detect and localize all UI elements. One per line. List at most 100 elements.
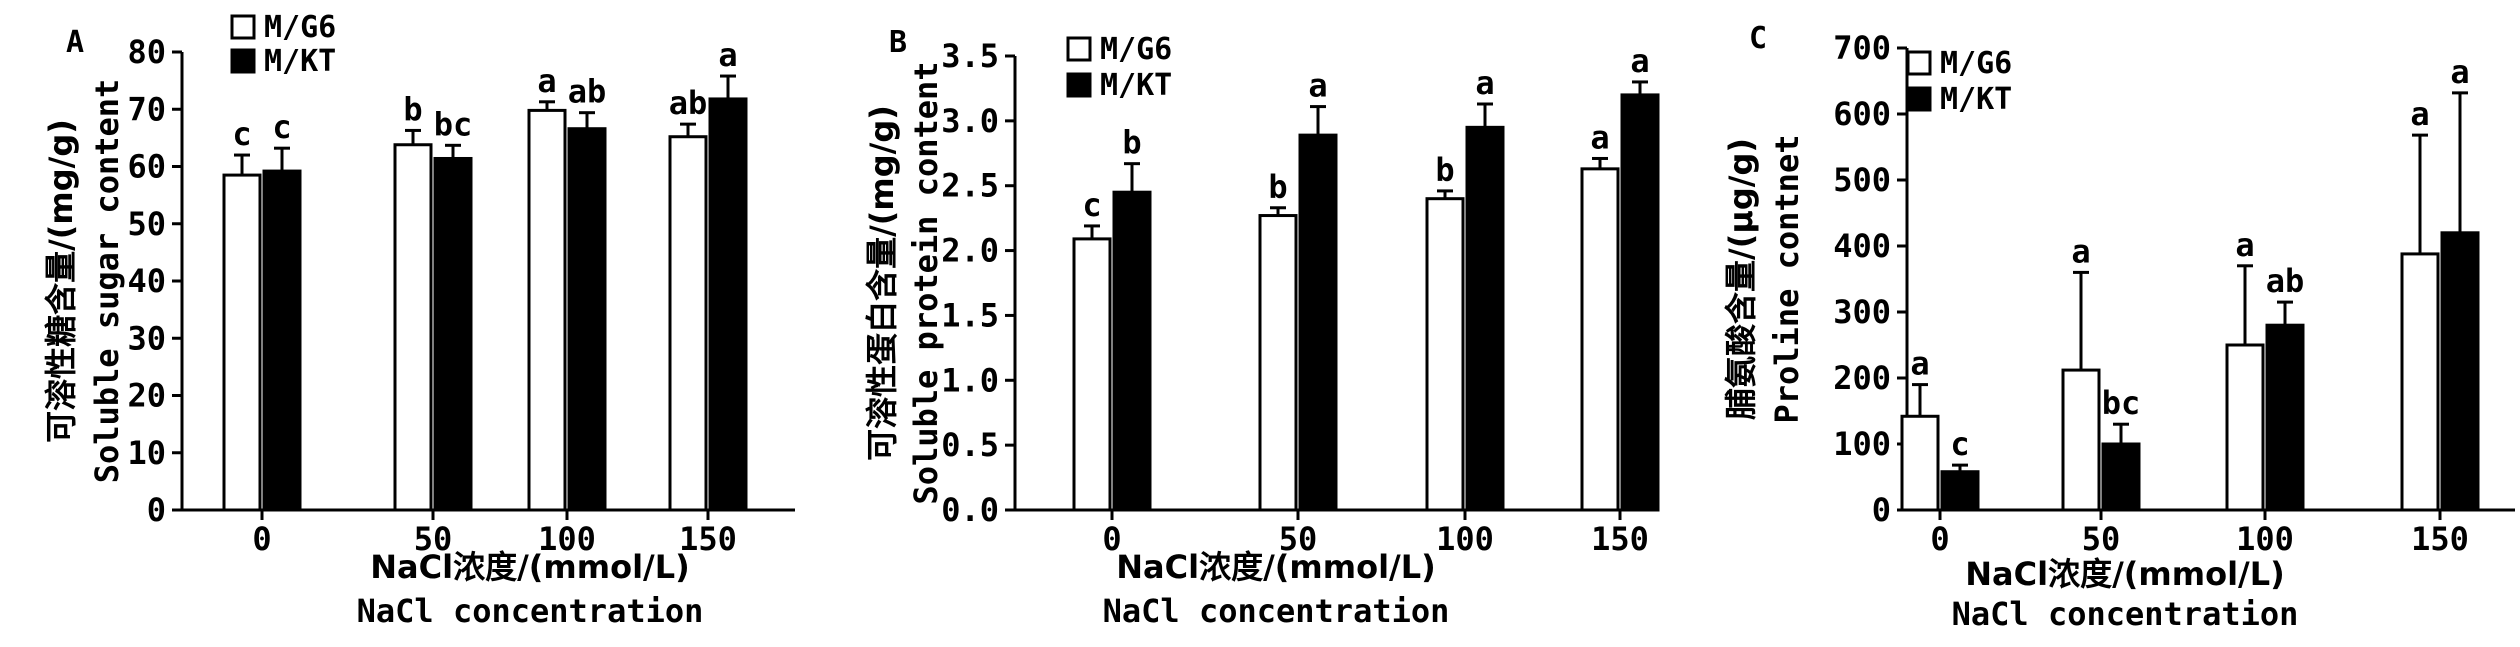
significance-letter: a	[1630, 42, 1649, 80]
x-tick-label: 0	[252, 520, 271, 558]
y-tick-label: 0	[147, 491, 166, 529]
y-tick-label: 0.0	[941, 491, 999, 529]
significance-letter: a	[2071, 232, 2090, 270]
significance-letter: a	[1590, 118, 1609, 156]
significance-letter: a	[2235, 226, 2254, 264]
bar-m-g6	[2061, 368, 2101, 512]
significance-letter: b	[403, 90, 422, 128]
significance-letter: a	[1475, 64, 1494, 102]
x-axis-label-en: NaCl concentration	[1103, 592, 1450, 630]
panel-label: A	[66, 25, 84, 60]
bar-m-g6	[1900, 414, 1940, 512]
significance-letter: a	[2410, 95, 2429, 133]
significance-letter: ab	[2266, 262, 2305, 300]
bar-m-kt	[2265, 323, 2305, 512]
x-tick-label: 150	[2411, 520, 2469, 558]
bar-m-g6	[1258, 214, 1298, 512]
legend-swatch	[230, 48, 256, 74]
y-tick-label: 40	[127, 262, 166, 300]
x-axis-label-en: NaCl concentration	[1952, 595, 2299, 633]
y-tick-label: 100	[1833, 425, 1891, 463]
bar-m-g6	[1072, 237, 1112, 512]
x-axis-label-cn: NaCl浓度/(mmol/L)	[1965, 555, 2285, 593]
y-axis-label-cn: 可溶性糖含量/(mg/g)	[42, 119, 80, 443]
y-tick-label: 2.0	[941, 232, 999, 270]
y-tick-label: 1.0	[941, 361, 999, 399]
bar-m-kt	[708, 97, 748, 512]
significance-letter: b	[1268, 168, 1287, 206]
bar-m-g6	[1425, 197, 1465, 512]
y-tick-label: 3.5	[941, 37, 999, 75]
bar-m-g6	[393, 143, 433, 512]
bar-m-g6	[1580, 167, 1620, 512]
panel-label: B	[889, 25, 907, 60]
y-tick-label: 500	[1833, 161, 1891, 199]
y-tick-label: 200	[1833, 359, 1891, 397]
significance-letter: b	[1435, 151, 1454, 189]
bar-m-kt	[1620, 93, 1660, 512]
legend-label: M/KT	[264, 44, 336, 79]
significance-letter: a	[537, 62, 556, 100]
y-tick-label: 300	[1833, 293, 1891, 331]
x-tick-label: 150	[679, 520, 737, 558]
x-tick-label: 50	[414, 520, 453, 558]
x-tick-label: 50	[2082, 520, 2121, 558]
significance-letter: a	[718, 36, 737, 74]
y-axis-label-cn: 可溶性蛋白含量/(mg/g)	[863, 105, 901, 461]
significance-letter: ab	[568, 73, 607, 111]
legend-swatch	[1066, 36, 1092, 62]
bar-m-g6	[2400, 252, 2440, 512]
x-tick-label: 100	[2236, 520, 2294, 558]
significance-letter: a	[1308, 67, 1327, 105]
bar-m-kt	[433, 156, 473, 512]
bar-m-kt	[262, 169, 302, 512]
bar-m-kt	[2440, 231, 2480, 512]
significance-letter: ab	[669, 84, 708, 122]
legend-swatch	[1906, 86, 1932, 112]
y-tick-label: 2.5	[941, 167, 999, 205]
legend-swatch	[1906, 50, 1932, 76]
legend-label: M/KT	[1100, 68, 1172, 103]
bar-m-g6	[2225, 343, 2265, 512]
y-tick-label: 0.5	[941, 426, 999, 464]
bar-m-kt	[2101, 442, 2141, 512]
x-tick-label: 0	[1930, 520, 1949, 558]
x-axis-label-cn: NaCl浓度/(mmol/L)	[1116, 548, 1436, 586]
significance-letter: c	[232, 115, 251, 153]
y-axis-label-en: Soluble sugar content	[88, 79, 126, 484]
bar-m-kt	[1112, 190, 1152, 512]
significance-letter: bc	[2102, 384, 2141, 422]
bar-m-kt	[567, 127, 607, 512]
y-tick-label: 600	[1833, 95, 1891, 133]
y-tick-label: 30	[127, 319, 166, 357]
x-tick-label: 100	[538, 520, 596, 558]
significance-letter: bc	[434, 105, 473, 143]
x-tick-label: 150	[1591, 520, 1649, 558]
bar-m-kt	[1298, 133, 1338, 512]
y-axis-label-cn: 脯氨酸含量/(μg/g)	[1722, 138, 1760, 420]
bar-m-kt	[1465, 125, 1505, 512]
x-axis-label-en: NaCl concentration	[357, 592, 704, 630]
bar-m-g6	[527, 108, 567, 512]
significance-letter: c	[272, 108, 291, 146]
significance-letter: c	[1082, 186, 1101, 224]
significance-letter: a	[2450, 53, 2469, 91]
x-tick-label: 50	[1279, 520, 1318, 558]
legend-label: M/G6	[1100, 32, 1172, 67]
y-axis-label-en: Proline contnet	[1768, 135, 1806, 424]
y-tick-label: 10	[127, 434, 166, 472]
significance-letter: c	[1950, 425, 1969, 463]
legend-label: M/G6	[1940, 46, 2012, 81]
significance-letter: b	[1122, 124, 1141, 162]
y-tick-label: 0	[1872, 491, 1891, 529]
y-tick-label: 20	[127, 377, 166, 415]
y-tick-label: 400	[1833, 227, 1891, 265]
y-tick-label: 1.5	[941, 296, 999, 334]
y-tick-label: 70	[127, 90, 166, 128]
bar-m-kt	[1940, 470, 1980, 512]
x-tick-label: 100	[1436, 520, 1494, 558]
